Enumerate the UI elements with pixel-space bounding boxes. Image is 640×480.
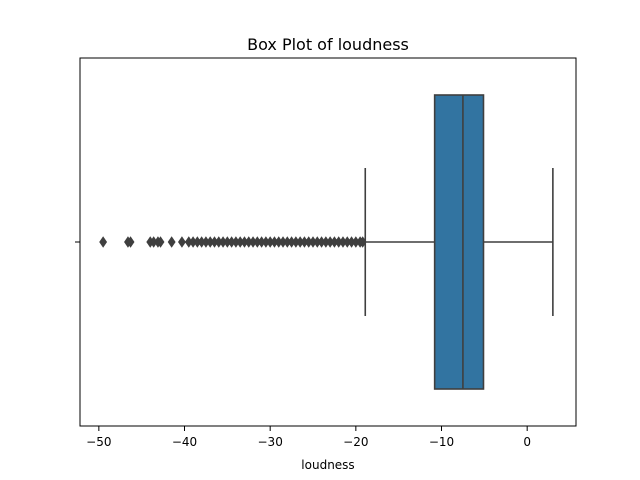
x-tick-label: 0 <box>523 435 531 449</box>
iqr-box <box>433 94 485 390</box>
x-tick-label: −40 <box>172 435 197 449</box>
outlier-point <box>99 236 108 248</box>
x-tick-label: −20 <box>343 435 368 449</box>
outlier-point <box>167 236 176 248</box>
x-axis-label: loudness <box>301 458 354 472</box>
outlier-point <box>178 236 186 248</box>
outlier-point <box>126 236 135 248</box>
x-tick-label: −50 <box>86 435 111 449</box>
plot-layer <box>99 94 554 390</box>
outlier-point <box>156 236 165 248</box>
x-tick-label: −10 <box>429 435 454 449</box>
chart-title: Box Plot of loudness <box>247 35 409 54</box>
x-axis: −50 −40 −30 −20 −10 0 <box>75 57 577 449</box>
x-tick-label: −30 <box>258 435 283 449</box>
